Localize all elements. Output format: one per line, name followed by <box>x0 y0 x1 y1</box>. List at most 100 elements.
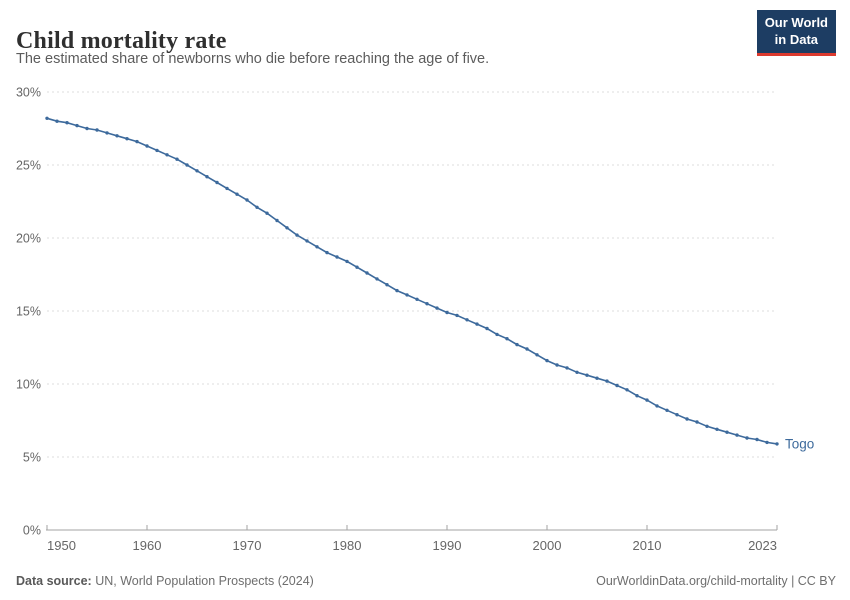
data-point-1950[interactable] <box>45 116 49 121</box>
data-point-1986[interactable] <box>405 293 409 297</box>
data-point-1992[interactable] <box>465 318 469 322</box>
data-point-1967[interactable] <box>215 180 219 185</box>
data-point-1973[interactable] <box>275 218 279 223</box>
data-point-1958[interactable] <box>125 137 129 141</box>
page-title: Child mortality rate <box>16 28 227 55</box>
data-point-1983[interactable] <box>375 277 379 281</box>
data-point-1988[interactable] <box>425 302 429 306</box>
data-point-1990[interactable] <box>445 310 449 315</box>
data-point-2011[interactable] <box>655 404 659 408</box>
data-point-2022[interactable] <box>765 440 769 445</box>
data-point-1972[interactable] <box>265 211 269 215</box>
data-point-1956[interactable] <box>105 131 109 135</box>
data-point-1955[interactable] <box>95 128 99 132</box>
data-point-2023[interactable] <box>775 442 779 446</box>
owid-link[interactable]: OurWorldinData.org/child-mortality | CC … <box>596 574 836 588</box>
data-point-1952[interactable] <box>65 121 69 125</box>
data-point-2007[interactable] <box>615 383 619 388</box>
chart-subtitle: The estimated share of newborns who die … <box>16 51 490 67</box>
data-point-1957[interactable] <box>115 134 119 138</box>
data-point-2017[interactable] <box>715 427 719 431</box>
data-point-2012[interactable] <box>665 408 669 412</box>
data-point-1995[interactable] <box>495 332 499 337</box>
x-axis-labels: 1950 1960 1970 1980 1990 2000 2010 2023 <box>47 538 777 553</box>
data-point-1959[interactable] <box>135 139 139 144</box>
data-point-1987[interactable] <box>415 297 419 301</box>
data-point-1989[interactable] <box>435 306 439 310</box>
data-point-1980[interactable] <box>345 259 349 264</box>
data-point-2018[interactable] <box>725 430 729 434</box>
data-point-1970[interactable] <box>245 198 249 202</box>
owid-logo[interactable]: Our World in Data <box>756 10 836 56</box>
data-point-1976[interactable] <box>305 239 309 243</box>
x-tick-label-1990: 1990 <box>433 538 462 553</box>
data-point-2001[interactable] <box>555 363 559 367</box>
x-tick-label-1980: 1980 <box>333 538 362 553</box>
y-tick-label-5: 5% <box>23 451 41 465</box>
data-point-2008[interactable] <box>625 388 629 392</box>
data-point-2003[interactable] <box>575 370 579 374</box>
data-point-1974[interactable] <box>285 226 289 230</box>
data-source-label: Data source: <box>16 574 92 588</box>
data-point-1993[interactable] <box>475 322 479 326</box>
data-point-1965[interactable] <box>195 169 199 173</box>
data-source-text: UN, World Population Prospects (2024) <box>91 574 314 588</box>
x-tick-label-2000: 2000 <box>533 538 562 553</box>
y-gridlines <box>47 91 775 458</box>
y-axis-labels: 0% 5% 10% 15% 20% 25% 30% <box>16 86 41 538</box>
data-point-1961[interactable] <box>155 148 159 153</box>
data-point-1963[interactable] <box>175 157 179 161</box>
data-point-1960[interactable] <box>145 144 149 148</box>
data-point-1962[interactable] <box>165 153 169 157</box>
x-axis <box>46 525 778 531</box>
data-point-1982[interactable] <box>365 271 369 275</box>
y-tick-label-0: 0% <box>23 524 41 538</box>
data-point-1997[interactable] <box>515 342 519 347</box>
data-point-1968[interactable] <box>225 186 229 191</box>
data-point-1978[interactable] <box>325 250 329 255</box>
data-source-note: Data source: UN, World Population Prospe… <box>16 574 314 588</box>
data-point-1951[interactable] <box>55 119 59 123</box>
entity-label-togo[interactable]: Togo <box>785 436 814 451</box>
data-point-1984[interactable] <box>385 283 389 287</box>
data-point-2004[interactable] <box>585 373 589 377</box>
data-point-2014[interactable] <box>685 417 689 421</box>
data-point-1979[interactable] <box>335 255 339 259</box>
data-point-2000[interactable] <box>545 358 549 363</box>
data-point-1999[interactable] <box>535 353 539 357</box>
data-point-1969[interactable] <box>235 192 239 196</box>
data-point-1996[interactable] <box>505 337 509 341</box>
data-point-1975[interactable] <box>295 233 299 237</box>
data-point-1991[interactable] <box>455 313 459 318</box>
y-tick-label-30: 30% <box>16 86 41 100</box>
data-point-2010[interactable] <box>645 398 649 402</box>
data-point-1985[interactable] <box>395 288 399 293</box>
data-point-1953[interactable] <box>75 123 79 128</box>
data-point-2015[interactable] <box>695 420 699 424</box>
x-tick-label-2023: 2023 <box>748 538 777 553</box>
data-point-1977[interactable] <box>315 245 319 249</box>
owid-logo-line1: Our World <box>764 15 828 30</box>
data-point-1994[interactable] <box>485 326 489 331</box>
x-tick-label-1950: 1950 <box>47 538 76 553</box>
data-point-2016[interactable] <box>705 424 709 428</box>
data-point-1964[interactable] <box>185 163 189 167</box>
data-point-2021[interactable] <box>755 437 759 442</box>
data-point-1954[interactable] <box>85 126 89 131</box>
data-point-1971[interactable] <box>255 205 259 209</box>
data-point-2019[interactable] <box>735 433 739 437</box>
y-tick-label-10: 10% <box>16 378 41 392</box>
data-point-2006[interactable] <box>605 379 609 383</box>
data-point-2009[interactable] <box>635 394 639 398</box>
data-point-1998[interactable] <box>525 347 529 351</box>
data-point-1966[interactable] <box>205 175 209 179</box>
data-point-2013[interactable] <box>675 413 679 417</box>
data-point-2002[interactable] <box>565 366 569 370</box>
data-point-2005[interactable] <box>595 376 599 380</box>
series-line[interactable] <box>46 117 778 445</box>
series-togo[interactable] <box>45 116 779 446</box>
x-tick-label-2010: 2010 <box>633 538 662 553</box>
data-point-1981[interactable] <box>355 265 359 269</box>
data-point-2020[interactable] <box>745 436 749 440</box>
